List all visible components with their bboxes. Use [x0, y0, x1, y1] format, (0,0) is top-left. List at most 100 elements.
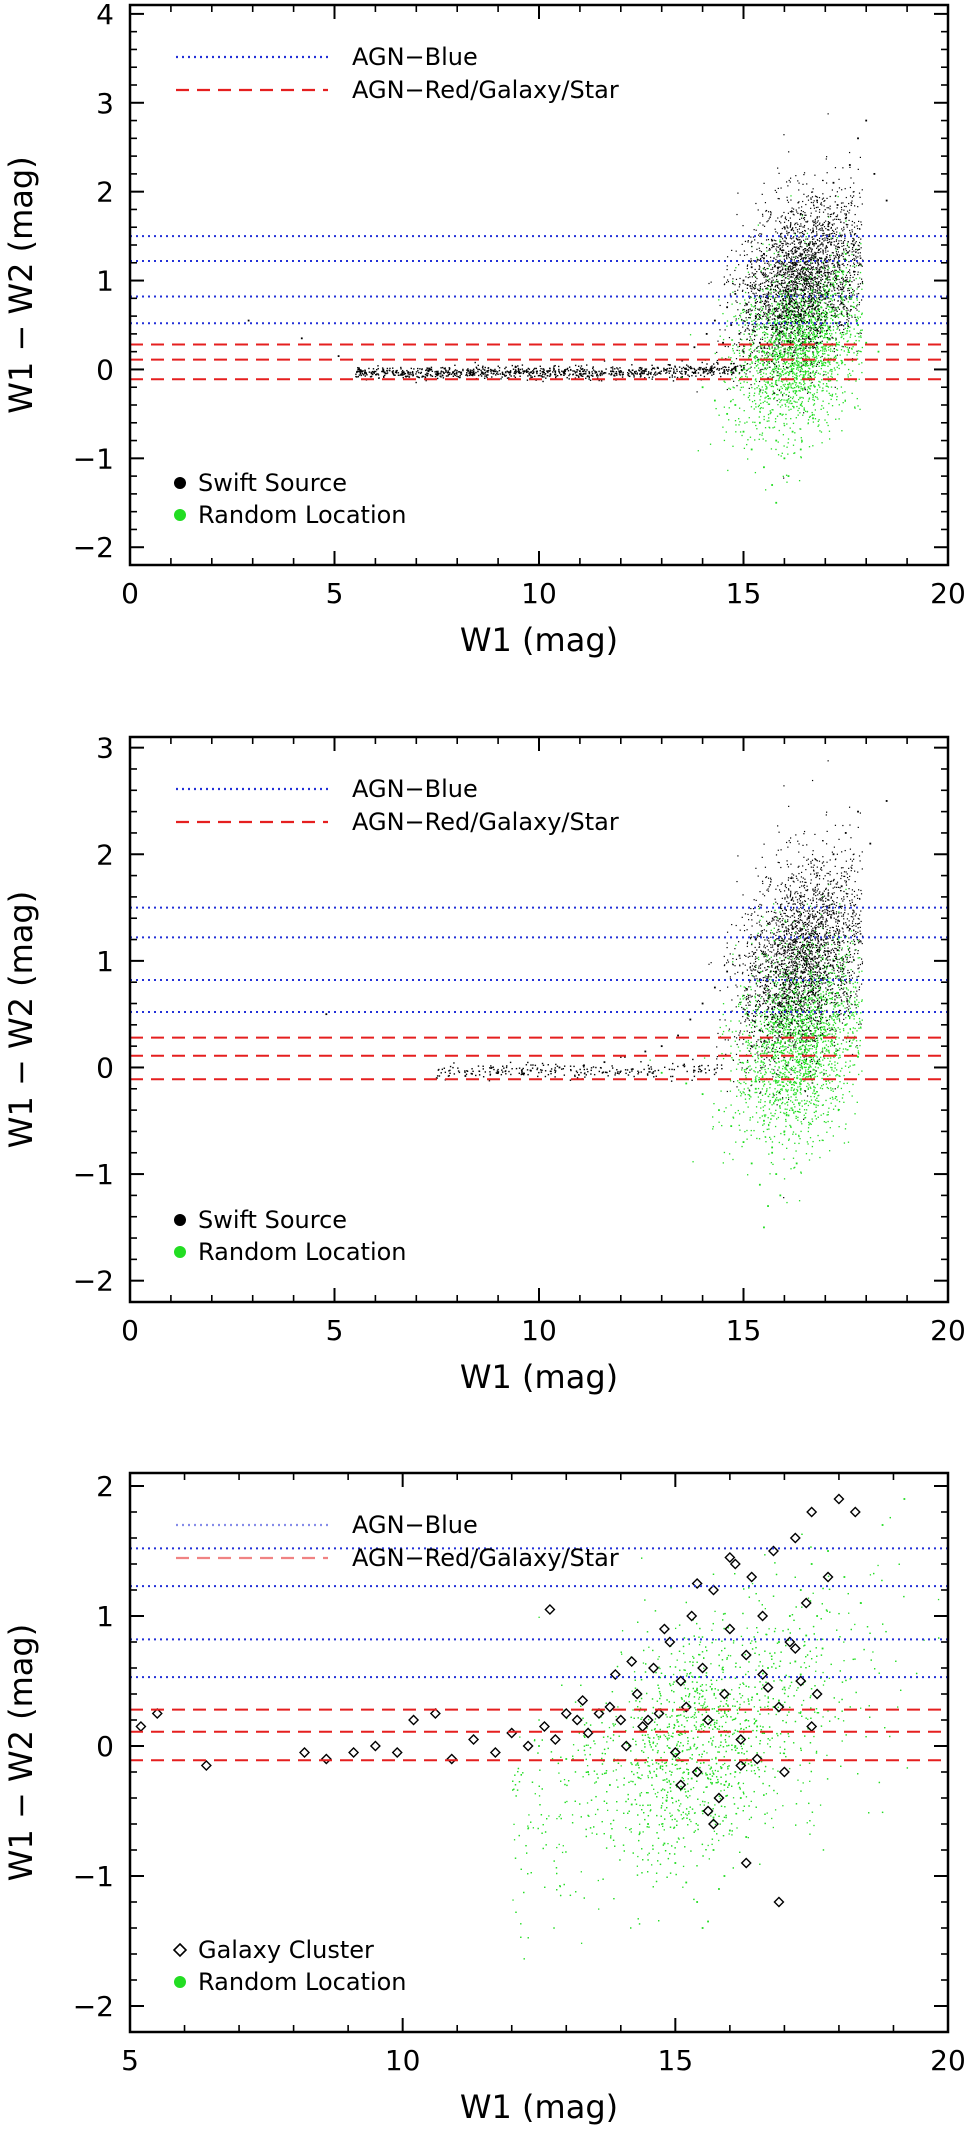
- random-cloud-point: [813, 365, 815, 367]
- swift-cloud-point: [815, 330, 817, 332]
- swift-cloud-point: [780, 324, 782, 326]
- swift-cloud-point: [760, 250, 763, 253]
- swift-cloud-point: [803, 301, 805, 303]
- random-cloud-point: [808, 278, 810, 280]
- random-cloud-point: [728, 387, 730, 389]
- random-cloud-point: [778, 315, 780, 317]
- swift-cloud-point: [805, 264, 807, 266]
- swift-cloud-point: [811, 381, 813, 384]
- random-cloud-point: [780, 455, 782, 457]
- random-cloud-point: [822, 350, 824, 352]
- swift-cloud-point: [827, 225, 829, 228]
- swift-cloud-point: [843, 286, 845, 288]
- swift-cloud-point: [819, 257, 821, 260]
- swift-cloud-point: [775, 330, 777, 332]
- random-cloud-point: [850, 374, 852, 377]
- swift-cloud-point: [789, 317, 791, 320]
- swift-cloud-point: [835, 294, 837, 296]
- swift-cloud-point: [789, 300, 791, 302]
- swift-cloud-point: [801, 335, 803, 337]
- random-cloud-point: [840, 332, 842, 334]
- swift-cloud-point: [812, 242, 814, 245]
- swift-cloud-point: [750, 260, 752, 262]
- swift-cloud-point: [825, 220, 827, 222]
- swift-cloud-point: [812, 287, 814, 289]
- random-cloud-point: [816, 357, 818, 359]
- swift-cloud-point: [743, 254, 746, 257]
- random-cloud-point: [770, 337, 772, 339]
- swift-cloud-point: [801, 317, 803, 319]
- swift-cloud-point: [806, 264, 808, 266]
- swift-cloud-point: [775, 294, 778, 296]
- swift-cloud-point: [861, 280, 864, 283]
- swift-cloud-point: [842, 307, 844, 309]
- swift-cloud-point: [816, 217, 818, 219]
- swift-cloud-point: [838, 278, 840, 281]
- swift-cloud-point: [754, 334, 756, 337]
- swift-cloud-point: [812, 220, 814, 222]
- swift-cloud-point: [792, 327, 794, 329]
- swift-cloud-point: [815, 206, 818, 209]
- swift-cloud-point: [757, 308, 759, 311]
- random-cloud-point: [754, 357, 756, 360]
- swift-cloud-point: [761, 309, 763, 312]
- swift-cloud-point: [764, 269, 767, 271]
- random-cloud-point: [747, 333, 750, 335]
- swift-cloud-point: [817, 259, 820, 261]
- random-cloud-point: [759, 411, 761, 413]
- random-cloud-point: [727, 469, 729, 472]
- swift-cloud-point: [813, 205, 815, 207]
- random-cloud-point: [807, 423, 809, 425]
- swift-cloud-point: [857, 273, 859, 276]
- swift-cloud-point: [792, 264, 794, 266]
- swift-cloud-point: [799, 318, 801, 320]
- random-cloud-point: [786, 383, 789, 386]
- random-cloud-point: [804, 382, 806, 385]
- random-cloud-point: [825, 313, 828, 315]
- swift-cloud-point: [836, 288, 839, 290]
- swift-cloud-point: [859, 156, 862, 159]
- swift-cloud-point: [724, 329, 726, 331]
- random-cloud-point: [738, 352, 741, 354]
- random-cloud-point: [757, 318, 759, 320]
- swift-cloud-point: [823, 271, 826, 273]
- random-cloud-point: [821, 316, 823, 318]
- swift-cloud-point: [826, 311, 828, 314]
- swift-cloud-point: [845, 259, 847, 261]
- swift-cloud-point: [819, 287, 822, 289]
- random-cloud-point: [831, 300, 833, 302]
- random-cloud-point: [841, 314, 844, 316]
- swift-cloud-point: [793, 288, 796, 290]
- swift-cloud-point: [738, 264, 740, 266]
- swift-cloud-point: [822, 235, 824, 237]
- swift-cloud-point: [770, 334, 772, 336]
- random-cloud-point: [824, 314, 826, 317]
- random-cloud-point: [788, 373, 791, 375]
- random-cloud-point: [802, 314, 805, 317]
- swift-cloud-point: [783, 240, 785, 242]
- swift-cloud-point: [857, 283, 859, 285]
- random-cloud-point: [836, 366, 838, 368]
- random-cloud-point: [818, 308, 821, 310]
- swift-cloud-point: [821, 228, 823, 230]
- random-cloud-point: [804, 361, 806, 363]
- random-cloud-point: [836, 322, 838, 324]
- swift-cloud-point: [787, 185, 789, 187]
- random-cloud-point: [789, 427, 791, 429]
- random-cloud-point: [769, 352, 771, 354]
- swift-cloud-point: [807, 278, 809, 280]
- random-cloud-point: [781, 274, 784, 277]
- random-cloud-point: [759, 369, 761, 372]
- swift-cloud-point: [754, 307, 757, 309]
- swift-cloud-point: [790, 228, 793, 230]
- swift-cloud-point: [860, 264, 862, 266]
- swift-cloud-point: [810, 305, 812, 307]
- swift-cloud-point: [774, 347, 776, 349]
- swift-cloud-point: [817, 239, 819, 241]
- random-cloud-point: [805, 336, 807, 338]
- swift-cloud-point: [815, 281, 817, 283]
- random-cloud-point: [800, 362, 803, 365]
- random-cloud-point: [794, 324, 796, 327]
- random-cloud-point: [719, 335, 721, 337]
